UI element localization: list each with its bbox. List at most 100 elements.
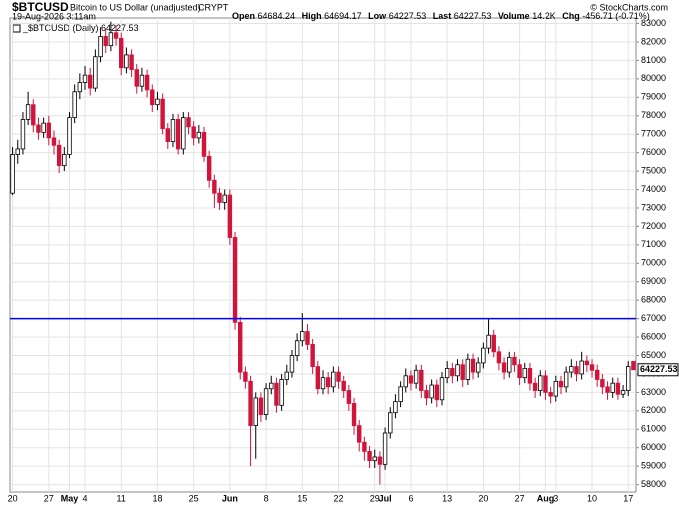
candle-body (46, 122, 52, 139)
stat-value: 64227.53 (389, 11, 427, 21)
candle-body (31, 104, 36, 126)
candle-body (129, 54, 134, 71)
candle-body (201, 131, 207, 157)
candle-body (170, 119, 176, 142)
candle-body (460, 364, 465, 380)
candle-body (429, 384, 434, 399)
candle-body (403, 375, 408, 388)
candle-body (626, 366, 631, 391)
candle-body (93, 56, 98, 89)
legend-icon (12, 24, 21, 33)
candle-body (574, 366, 579, 375)
candle-body (501, 362, 507, 373)
y-tick-label: 78000 (641, 110, 666, 120)
candle-body (465, 358, 471, 380)
candle-body (175, 119, 181, 150)
candle-body (362, 441, 367, 452)
candle-body (600, 379, 605, 388)
price-tag: 64227.53 (640, 364, 678, 374)
stat-label: High (302, 11, 322, 21)
candle-body (563, 371, 569, 388)
candle-body (532, 382, 538, 391)
candle-body (408, 375, 414, 384)
candle-body (615, 382, 621, 395)
candle-body (620, 390, 626, 395)
y-tick-label: 71000 (641, 239, 666, 249)
candle-body (382, 432, 388, 465)
y-tick-label: 70000 (641, 258, 666, 268)
candle-body (424, 390, 429, 399)
candle-body (548, 392, 553, 397)
candle-body (212, 179, 217, 194)
x-tick-label: May (61, 493, 79, 503)
x-tick-label: 4 (83, 493, 88, 503)
x-tick-label: 27 (515, 493, 525, 503)
candle-body (206, 155, 212, 181)
x-tick-label: Jun (222, 493, 238, 503)
candle-body (455, 364, 460, 377)
candle-body (522, 368, 527, 379)
y-tick-label: 82000 (641, 36, 666, 46)
candle-body (67, 117, 72, 155)
marks (10, 21, 636, 485)
y-tick-label: 75000 (641, 165, 666, 175)
candle-body (77, 82, 83, 93)
chart-title: $BTCUSD (12, 0, 69, 14)
candle-body (605, 386, 610, 393)
candle-body (294, 340, 300, 356)
candle-body (87, 74, 93, 89)
candle-body (269, 382, 274, 390)
candle-body (315, 366, 321, 390)
y-tick-label: 66000 (641, 331, 666, 341)
candle-body (470, 358, 476, 373)
legend: _$BTCUSD (Daily) 64227.53 (22, 23, 139, 33)
x-tick-label: 27 (44, 493, 54, 503)
y-tick-label: 68000 (641, 295, 666, 305)
candle-body (553, 380, 559, 397)
y-tick-label: 58000 (641, 479, 666, 489)
candle-body (594, 369, 600, 380)
x-tick-label: 11 (117, 493, 126, 503)
x-tick-label: 20 (478, 493, 488, 503)
candle-body (569, 366, 574, 373)
x-tick-label: 25 (189, 493, 199, 503)
candle-body (181, 117, 186, 150)
candle-body (419, 369, 424, 391)
candle-body (25, 104, 31, 120)
candle-body (351, 403, 357, 427)
stat-value: 64694.17 (324, 11, 362, 21)
stat-label: Last (433, 11, 452, 21)
plot-frame (9, 17, 637, 493)
y-tick-label: 62000 (641, 405, 666, 415)
candle-body (279, 379, 284, 406)
candle-body (165, 128, 171, 142)
candle-body (62, 154, 67, 166)
candle-body (579, 360, 584, 375)
candle-body (450, 368, 455, 377)
y-tick-label: 77000 (641, 129, 666, 139)
credit: © StockCharts.com (590, 2, 668, 12)
candle-body (41, 122, 46, 133)
candle-body (336, 371, 341, 382)
x-tick-label: 29 (370, 493, 380, 503)
candle-body (325, 377, 331, 388)
candle-body (134, 69, 139, 87)
candle-body (119, 37, 124, 69)
candle-body (372, 456, 377, 462)
candle-body (196, 131, 202, 139)
y-tick-label: 80000 (641, 73, 666, 83)
candle-body (144, 74, 150, 91)
candle-body (113, 32, 119, 39)
chart-subtitle: Bitcoin to US Dollar (unadjusted) (70, 2, 201, 12)
stat-label: Open (232, 11, 255, 21)
candle-body (377, 456, 383, 465)
candle-body (631, 360, 636, 371)
candle-body (160, 98, 165, 130)
candle-body (72, 91, 77, 118)
candle-body (155, 98, 160, 106)
stat-value: 14.2K (532, 11, 556, 21)
candle-body (512, 356, 517, 366)
candle-body (253, 397, 258, 427)
candle-body (434, 384, 440, 401)
